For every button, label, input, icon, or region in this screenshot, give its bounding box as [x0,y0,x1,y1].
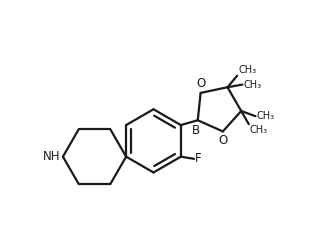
Text: CH₃: CH₃ [256,111,274,121]
Text: O: O [196,77,205,90]
Text: B: B [192,124,200,137]
Text: CH₃: CH₃ [243,80,261,90]
Text: CH₃: CH₃ [249,125,267,135]
Text: NH: NH [43,150,61,163]
Text: CH₃: CH₃ [238,65,256,75]
Text: F: F [195,152,202,165]
Text: O: O [219,134,228,147]
